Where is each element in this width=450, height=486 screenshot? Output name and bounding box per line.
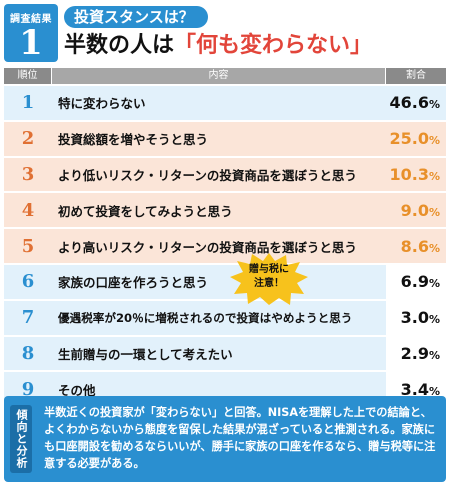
table-row: 1 特に変わらない 46.6% xyxy=(4,86,446,120)
row-content: 特に変わらない xyxy=(52,86,386,120)
headline-highlight: 「何も変わらない」 xyxy=(174,33,373,58)
row-percent: 9.0% xyxy=(386,193,446,228)
row-content: より低いリスク・リターンの投資商品を選ぼうと思う xyxy=(52,157,386,192)
badge-label: 調査結果 xyxy=(10,14,52,25)
row-content: 優遇税率が20％に増税されるので投資はやめようと思う xyxy=(52,300,386,335)
starburst-shape xyxy=(230,253,308,305)
row-percent: 10.3% xyxy=(386,157,446,192)
percent-value: 6.9 xyxy=(400,272,429,292)
table-row: 4 初めて投資をしてみようと思う 9.0% xyxy=(4,193,446,228)
row-percent: 3.0% xyxy=(386,300,446,335)
row-percent: 2.9% xyxy=(386,336,446,371)
table-header: 順位 内容 割合 xyxy=(4,68,446,84)
ranking-table: 1 特に変わらない 46.6% 2 投資総額を増やそうと思う 25.0% 3 よ… xyxy=(4,86,446,408)
rank-number: 4 xyxy=(4,193,52,228)
percent-value: 3.4 xyxy=(400,379,429,399)
headline: 半数の人は「何も変わらない」 xyxy=(64,31,372,61)
rank-number: 2 xyxy=(4,121,52,156)
table-row: 7 優遇税率が20％に増税されるので投資はやめようと思う 3.0% xyxy=(4,300,446,335)
row-percent: 46.6% xyxy=(386,86,446,120)
rank-number: 1 xyxy=(4,86,52,120)
table-row: 6 家族の口座を作ろうと思う 6.9% xyxy=(4,264,446,299)
row-percent: 25.0% xyxy=(386,121,446,156)
badge-number: 1 xyxy=(19,23,43,63)
percent-value: 46.6 xyxy=(389,93,429,113)
percent-unit: % xyxy=(428,241,440,255)
callout-text: 贈与税に 注意！ xyxy=(230,263,308,291)
row-content: 初めて投資をしてみようと思う xyxy=(52,193,386,228)
row-percent: 8.6% xyxy=(386,229,446,263)
percent-unit: % xyxy=(428,205,440,219)
percent-value: 8.6 xyxy=(400,236,429,256)
rank-number: 8 xyxy=(4,336,52,371)
analysis-tag: 傾向と分析 xyxy=(4,396,38,482)
percent-value: 9.0 xyxy=(400,200,429,220)
column-header-content: 内容 xyxy=(52,68,386,84)
analysis-tag-label: 傾向と分析 xyxy=(10,405,32,473)
percent-unit: % xyxy=(428,384,440,398)
row-content: 投資総額を増やそうと思う xyxy=(52,121,386,156)
column-header-percent: 割合 xyxy=(386,68,446,84)
column-header-rank: 順位 xyxy=(4,68,52,84)
percent-unit: % xyxy=(428,277,440,291)
row-percent: 6.9% xyxy=(386,264,446,299)
table-row: 8 生前贈与の一環として考えたい 2.9% xyxy=(4,336,446,371)
percent-unit: % xyxy=(428,98,440,112)
percent-unit: % xyxy=(428,169,440,183)
row-content: 生前贈与の一環として考えたい xyxy=(52,336,386,371)
analysis-box: 傾向と分析 半数近くの投資家が「変わらない」と回答。NISAを理解した上での結論… xyxy=(4,396,446,482)
table-row: 5 より高いリスク・リターンの投資商品を選ぼうと思う 8.6% xyxy=(4,229,446,263)
gift-tax-callout: 贈与税に 注意！ xyxy=(230,253,308,305)
callout-line-1: 贈与税に xyxy=(249,264,289,275)
percent-unit: % xyxy=(428,313,440,327)
rank-number: 6 xyxy=(4,264,52,299)
percent-value: 3.0 xyxy=(400,308,429,328)
analysis-text: 半数近くの投資家が「変わらない」と回答。NISAを理解した上での結論と、よくわか… xyxy=(44,406,436,470)
percent-value: 10.3 xyxy=(389,164,429,184)
headline-prefix: 半数の人は xyxy=(64,33,175,58)
rank-number: 7 xyxy=(4,300,52,335)
row-content: より高いリスク・リターンの投資商品を選ぼうと思う xyxy=(52,229,386,263)
question-pill: 投資スタンスは？ xyxy=(64,6,208,28)
table-row: 2 投資総額を増やそうと思う 25.0% xyxy=(4,121,446,156)
row-content: 家族の口座を作ろうと思う xyxy=(52,264,386,299)
callout-line-2: 注意！ xyxy=(254,278,284,289)
percent-value: 2.9 xyxy=(400,343,429,363)
rank-number: 5 xyxy=(4,229,52,263)
table-row: 3 より低いリスク・リターンの投資商品を選ぼうと思う 10.3% xyxy=(4,157,446,192)
percent-value: 25.0 xyxy=(389,129,429,149)
percent-unit: % xyxy=(428,134,440,148)
survey-result-badge: 調査結果 1 xyxy=(4,4,58,62)
percent-unit: % xyxy=(428,348,440,362)
rank-number: 3 xyxy=(4,157,52,192)
